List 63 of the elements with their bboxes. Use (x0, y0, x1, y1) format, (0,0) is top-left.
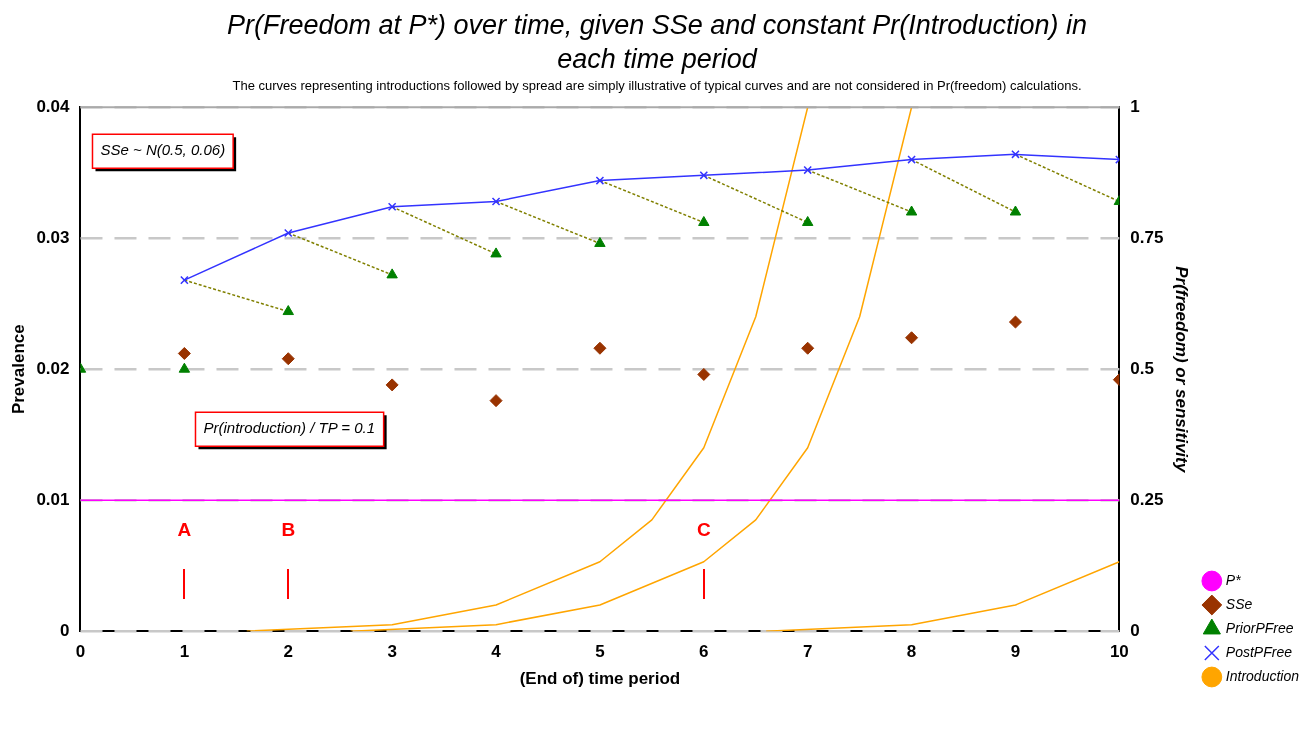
point (593, 341, 607, 355)
point (697, 367, 711, 381)
y2-tick-label: 1 (1130, 96, 1140, 116)
point (801, 341, 815, 355)
legend-label: SSe (1225, 595, 1253, 612)
y-tick-label: 0.03 (36, 227, 70, 247)
x-axis-title: (End of) time period (519, 669, 681, 689)
annotation: C (696, 519, 711, 541)
legend-label: PriorPFree (1225, 619, 1294, 636)
point (180, 275, 189, 285)
legend-label: Introduction (1225, 667, 1300, 684)
point (699, 171, 709, 180)
chart-title: Pr(Freedom at P*) over time, given SSe and constant Pr(Introduction) in each time period (227, 9, 1087, 76)
point (905, 331, 919, 345)
chart-subtitle: The curves representing introductions followed by spread are simply illustrative of typical curves and are not considered in Pr(freedom) calculations. (231, 78, 1083, 94)
point (907, 155, 916, 164)
point (177, 346, 191, 360)
annotation: A (177, 519, 192, 541)
point (385, 378, 399, 392)
point (905, 205, 918, 216)
y-tick-label: 0 (60, 620, 70, 640)
y-axis-title: Prevalence (8, 324, 28, 415)
x-tick-label: 9 (1010, 642, 1021, 662)
point (595, 176, 605, 185)
y2-tick-label: 0.25 (1130, 489, 1164, 509)
x-tick-label: 2 (283, 642, 293, 662)
x-tick-label: 0 (75, 642, 86, 662)
y-tick-label: 0.04 (36, 96, 71, 116)
annotation: Pr(introduction) / TP = 0.1 (203, 419, 376, 437)
annotation: SSe ~ N(0.5, 0.06) (100, 141, 226, 159)
x-tick-label: 7 (802, 642, 813, 662)
point (282, 305, 294, 316)
y-tick-label: 0.02 (36, 358, 70, 378)
point (1009, 205, 1022, 216)
y2-axis-title: Pr(freedom) or sensitivity (1171, 266, 1191, 474)
legend-label: P* (1225, 571, 1242, 588)
point (491, 197, 501, 206)
x-tick-label: 3 (387, 642, 397, 662)
point (490, 247, 502, 258)
point (1008, 315, 1022, 329)
y2-tick-label: 0.75 (1130, 227, 1164, 247)
y2-tick-label: 0 (1130, 620, 1140, 640)
point (1011, 150, 1020, 159)
x-tick-label: 5 (595, 642, 605, 662)
x-tick-label: 1 (179, 642, 190, 662)
point (802, 215, 814, 226)
point (283, 228, 293, 238)
annotation: B (281, 519, 296, 541)
point (178, 362, 191, 373)
point (281, 352, 295, 366)
point (386, 268, 398, 279)
point (489, 394, 503, 408)
y2-tick-label: 0.5 (1130, 358, 1154, 378)
x-tick-label: 6 (699, 642, 709, 662)
point (803, 165, 812, 175)
legend-label: PostPFree (1225, 643, 1293, 660)
x-tick-label: 8 (906, 642, 917, 662)
x-tick-label: 4 (491, 642, 502, 662)
point (387, 202, 397, 212)
y-tick-label: 0.01 (36, 489, 70, 509)
point (698, 215, 710, 226)
x-tick-label: 10 (1109, 642, 1129, 662)
point (594, 236, 606, 247)
